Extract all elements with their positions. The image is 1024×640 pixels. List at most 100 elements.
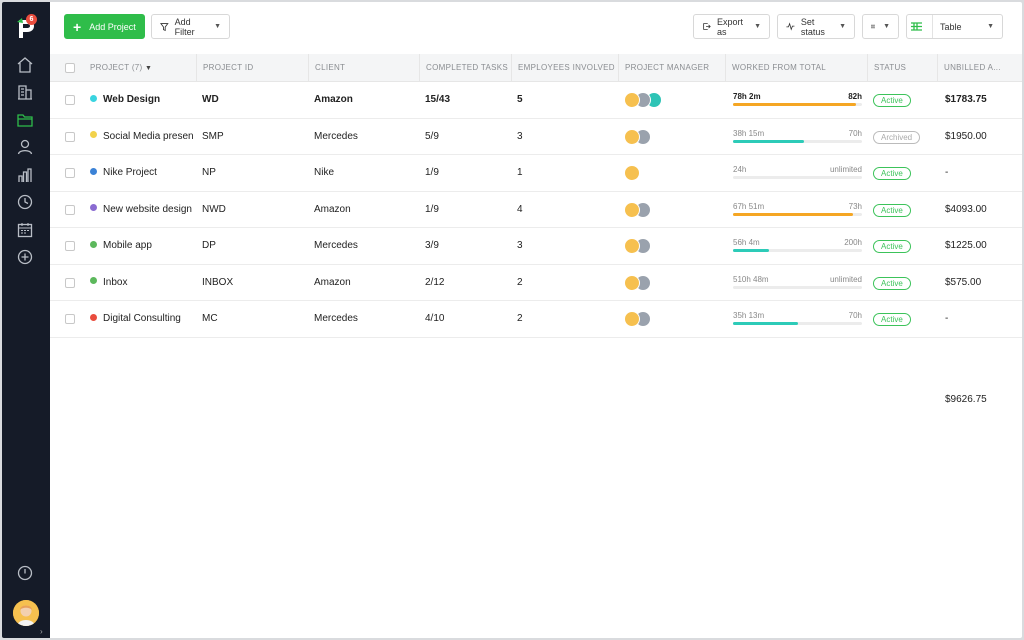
export-icon <box>703 23 711 30</box>
total-hours: 200h <box>844 238 862 247</box>
progress-track <box>733 212 862 216</box>
calendar-icon <box>17 223 33 238</box>
set-status-button[interactable]: Set status ▼ <box>777 14 855 39</box>
view-select[interactable]: Table ▼ <box>906 14 1003 39</box>
sidebar-item-calendar[interactable] <box>16 221 34 239</box>
status-badge[interactable]: Active <box>873 203 911 217</box>
set-status-label: Set status <box>800 16 825 37</box>
table-header: PROJECT (7) ▼ PROJECT ID CLIENT COMPLETE… <box>50 54 1022 82</box>
user-avatar[interactable] <box>13 600 39 626</box>
completed-tasks: 3/9 <box>425 240 439 251</box>
status-badge[interactable]: Active <box>873 240 911 253</box>
status-badge[interactable]: Active <box>873 313 911 326</box>
column-header-project[interactable]: PROJECT (7) ▼ <box>90 63 153 72</box>
status-badge[interactable]: Active <box>873 94 911 107</box>
status-badge[interactable]: Active <box>873 167 911 180</box>
project-name-cell[interactable]: Inbox <box>90 265 194 301</box>
status-badge[interactable]: Archived <box>873 130 921 144</box>
sidebar-item-time[interactable] <box>16 193 34 211</box>
completed-tasks: 15/43 <box>425 94 451 105</box>
status-badge[interactable]: Active <box>873 276 911 290</box>
add-project-button[interactable]: + Add Project <box>64 14 145 39</box>
manager-avatar[interactable] <box>624 165 640 181</box>
columns-button[interactable]: ▼ <box>862 14 899 39</box>
table-body: Web Design WD Amazon 15/43 5 78h 2m 82h … <box>50 82 1022 338</box>
total-hours: 73h <box>848 201 862 211</box>
add-circle-icon <box>17 249 33 265</box>
expand-sidebar-chevron-icon[interactable]: › <box>40 627 43 636</box>
project-name: Nike Project <box>103 167 157 178</box>
total-hours: unlimited <box>829 165 862 174</box>
plus-icon: + <box>73 18 82 35</box>
table-row[interactable]: Nike Project NP Nike 1/9 1 24h unlimited… <box>50 155 1022 192</box>
column-header-project-id[interactable]: PROJECT ID <box>196 54 308 82</box>
worked-hours: 24h <box>733 165 747 174</box>
project-id: DP <box>202 240 216 251</box>
sidebar-item-power[interactable] <box>16 564 34 582</box>
project-name-cell[interactable]: Mobile app <box>90 228 194 264</box>
add-filter-button[interactable]: Add Filter ▼ <box>151 14 230 39</box>
column-header-project-manager[interactable]: PROJECT MANAGER <box>618 54 725 82</box>
project-id: SMP <box>202 130 224 142</box>
chart-icon <box>18 168 32 182</box>
manager-avatar[interactable] <box>624 311 640 327</box>
total-unbilled: $9626.75 <box>945 394 987 405</box>
home-icon <box>17 57 33 73</box>
manager-avatar[interactable] <box>624 128 640 145</box>
table-row[interactable]: Mobile app DP Mercedes 3/9 3 56h 4m 200h… <box>50 228 1022 265</box>
employees-count: 1 <box>517 167 523 178</box>
notification-badge[interactable]: 6 <box>26 14 37 25</box>
project-name: Digital Consulting <box>103 313 181 324</box>
row-checkbox[interactable] <box>65 277 75 288</box>
column-header-status[interactable]: STATUS <box>867 54 937 82</box>
sidebar-item-reports[interactable] <box>16 166 34 184</box>
row-checkbox[interactable] <box>65 168 75 178</box>
export-as-button[interactable]: Export as ▼ <box>693 14 770 39</box>
project-color-dot <box>90 167 97 175</box>
sidebar-item-projects[interactable] <box>16 111 34 129</box>
row-checkbox[interactable] <box>65 241 75 251</box>
column-header-client[interactable]: CLIENT <box>308 54 419 82</box>
worked-hours: 38h 15m <box>733 128 765 138</box>
project-name-cell[interactable]: Digital Consulting <box>90 301 194 337</box>
row-checkbox[interactable] <box>65 95 75 105</box>
add-filter-label: Add Filter <box>174 16 195 37</box>
project-color-dot <box>90 277 97 285</box>
sidebar-item-people[interactable] <box>16 138 34 156</box>
table-row[interactable]: Inbox INBOX Amazon 2/12 2 510h 48m unlim… <box>50 265 1022 301</box>
manager-avatar[interactable] <box>624 201 640 218</box>
row-checkbox[interactable] <box>65 204 75 215</box>
sidebar-item-add[interactable] <box>16 248 34 266</box>
view-select-value: Table <box>940 21 962 32</box>
projects-table: PROJECT (7) ▼ PROJECT ID CLIENT COMPLETE… <box>50 54 1022 405</box>
employees-count: 4 <box>517 203 523 215</box>
table-row[interactable]: Digital Consulting MC Mercedes 4/10 2 35… <box>50 301 1022 338</box>
sidebar-item-home[interactable] <box>16 56 34 74</box>
select-all-checkbox[interactable] <box>65 63 75 73</box>
column-header-employees[interactable]: EMPLOYEES INVOLVED <box>511 54 618 82</box>
sort-down-icon: ▼ <box>145 65 153 72</box>
row-checkbox[interactable] <box>65 131 75 142</box>
progress-track <box>733 322 862 325</box>
project-name-cell[interactable]: Nike Project <box>90 155 194 191</box>
column-header-worked[interactable]: WORKED FROM TOTAL <box>725 54 867 82</box>
project-name-cell[interactable]: New website design <box>90 192 194 228</box>
project-name-cell[interactable]: Social Media presence <box>90 119 194 155</box>
table-row[interactable]: Social Media presence SMP Mercedes 5/9 3… <box>50 119 1022 155</box>
employees-count: 2 <box>517 313 523 324</box>
project-name-cell[interactable]: Web Design <box>90 82 194 118</box>
manager-avatar[interactable] <box>624 238 640 254</box>
table-row[interactable]: Web Design WD Amazon 15/43 5 78h 2m 82h … <box>50 82 1022 119</box>
column-header-completed-tasks[interactable]: COMPLETED TASKS <box>419 54 511 82</box>
manager-avatar[interactable] <box>624 274 640 291</box>
column-header-unbilled[interactable]: UNBILLED A... <box>937 54 1022 82</box>
sidebar-item-clients[interactable] <box>16 83 34 101</box>
employees-count: 2 <box>517 276 523 288</box>
manager-avatar[interactable] <box>624 92 640 108</box>
row-checkbox[interactable] <box>65 314 75 324</box>
project-color-dot <box>90 94 97 102</box>
completed-tasks: 1/9 <box>425 167 439 178</box>
progress-fill <box>733 103 856 106</box>
table-row[interactable]: New website design NWD Amazon 1/9 4 67h … <box>50 192 1022 228</box>
